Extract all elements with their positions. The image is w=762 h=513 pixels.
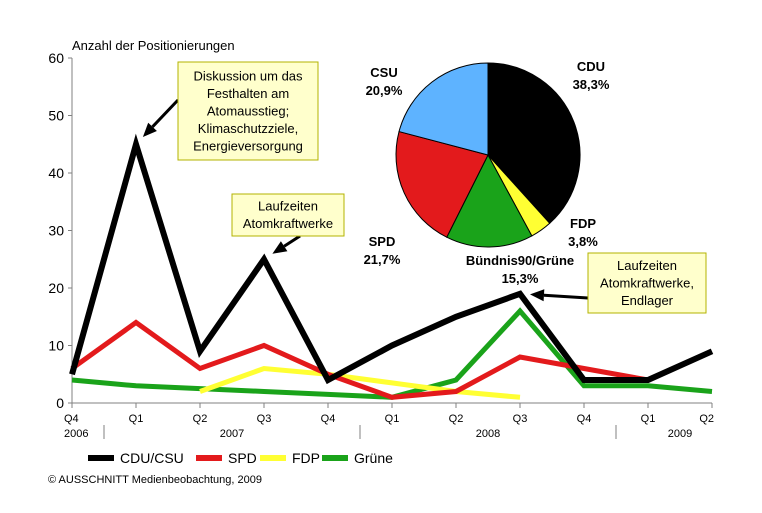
- x-tick-label-1: Q1: [129, 413, 144, 425]
- pie-label-name-0: CDU: [577, 59, 605, 74]
- pie-slice-spd: [395, 130, 489, 238]
- legend-label-2: FDP: [292, 450, 320, 466]
- copyright-text: © AUSSCHNITT Medienbeobachtung, 2009: [48, 474, 262, 486]
- annotation-box-0: [177, 61, 319, 161]
- y-tick-label-20: 20: [48, 280, 64, 296]
- annotation-text-1-0: Laufzeiten: [258, 199, 318, 214]
- annotation-text-0-0: Diskussion um das: [193, 68, 303, 83]
- y-axis-label: Anzahl der Positionierungen: [72, 38, 235, 53]
- annotation-arrow-head-0: [142, 122, 157, 137]
- pie-label-name-2: Bündnis90/Grüne: [466, 253, 574, 268]
- annotation-arrow-line-2: [543, 293, 589, 300]
- annotations: Diskussion um das Festhalten am Atomaussti…: [142, 61, 707, 314]
- y-tick-label-60: 60: [48, 50, 64, 66]
- annotation-text-2-2: Endlager: [621, 293, 674, 308]
- annotation-text-0-4: Energieversorgung: [193, 138, 303, 153]
- year-label-2007: 2007: [220, 428, 244, 440]
- x-tick-label-7: Q3: [513, 413, 528, 425]
- x-tick-label-6: Q2: [449, 413, 464, 425]
- annotation-text-2-1: Atomkraftwerke,: [600, 275, 694, 290]
- year-label-2009: 2009: [668, 428, 692, 440]
- pie-label-name-3: SPD: [369, 234, 396, 249]
- x-tick-label-4: Q4: [321, 413, 336, 425]
- annotation-text-0-1: Festhalten am: [207, 86, 289, 101]
- x-tick-label-5: Q1: [385, 413, 400, 425]
- y-tick-label-50: 50: [48, 108, 64, 124]
- series-line-spd: [70, 319, 649, 400]
- annotation-text-2-0: Laufzeiten: [617, 258, 677, 273]
- annotation-box-1: [231, 193, 345, 237]
- pie-slice-csu: [398, 62, 489, 156]
- annotation-box-2: [587, 252, 707, 314]
- pie-label-value-2: 15,3%: [502, 271, 539, 286]
- annotation-text-0-2: Atomausstieg;: [207, 103, 289, 118]
- pie-label-value-1: 3,8%: [568, 234, 598, 249]
- annotation-arrow-line-1: [283, 234, 301, 248]
- axes: 0 10 20 30 40 50 60 Q4 Q1 Q2 Q3 Q4 Q1 Q2 Q3 Q4 Q1 Q2 2006 2…: [48, 50, 714, 440]
- pie-label-name-4: CSU: [370, 65, 397, 80]
- x-tick-label-3: Q3: [257, 413, 272, 425]
- pie-label-value-0: 38,3%: [573, 77, 610, 92]
- x-tick-label-0: Q4: [64, 413, 79, 425]
- annotation-text-0-3: Klimaschutzziele,: [198, 121, 298, 136]
- y-tick-label-40: 40: [48, 165, 64, 181]
- pie-slice-bündnis90-grüne: [446, 153, 533, 248]
- series-line-cdu-csu: [69, 133, 714, 385]
- year-label-2008: 2008: [476, 428, 500, 440]
- pie-label-value-4: 20,9%: [366, 83, 403, 98]
- pie-label-name-1: FDP: [570, 216, 596, 231]
- legend: CDU/CSU SPD FDP Grüne: [88, 450, 393, 466]
- x-tick-label-10: Q2: [699, 413, 714, 425]
- legend-label-3: Grüne: [354, 450, 393, 466]
- series-line-fdp: [199, 365, 521, 400]
- x-tick-label-8: Q4: [577, 413, 592, 425]
- pie-label-value-3: 21,7%: [364, 252, 401, 267]
- year-label-2006: 2006: [64, 428, 88, 440]
- x-tick-label-9: Q1: [641, 413, 656, 425]
- annotation-arrow-line-0: [151, 98, 180, 128]
- x-tick-label-2: Q2: [193, 413, 208, 425]
- series-lines: [69, 133, 714, 400]
- pie-chart: CDU 38,3% FDP 3,8% Bündnis90/Grüne 15,3% SPD 21…: [364, 59, 610, 286]
- y-tick-label-10: 10: [48, 338, 64, 354]
- y-tick-label-0: 0: [56, 395, 64, 411]
- legend-label-0: CDU/CSU: [120, 450, 184, 466]
- annotation-arrow-head-1: [272, 241, 288, 254]
- annotation-text-1-1: Atomkraftwerke: [243, 216, 333, 231]
- legend-label-1: SPD: [228, 450, 257, 466]
- pie-slice-cdu: [487, 62, 581, 224]
- annotation-arrow-head-2: [530, 289, 545, 302]
- y-tick-label-30: 30: [48, 223, 64, 239]
